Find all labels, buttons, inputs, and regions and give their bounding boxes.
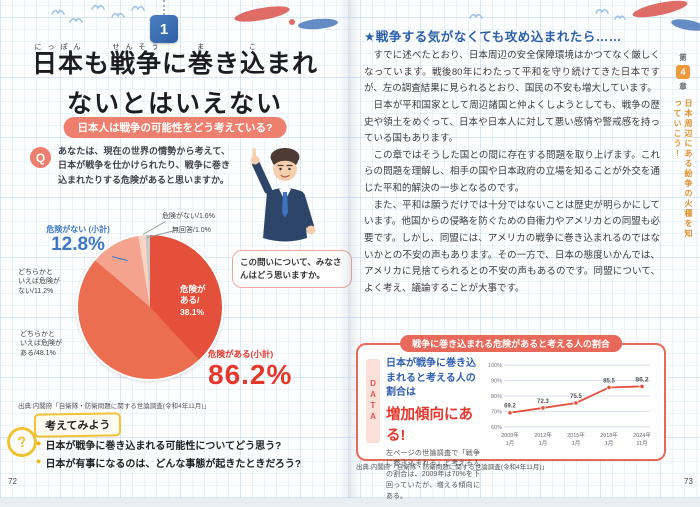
svg-text:1月: 1月 [539,440,548,447]
pie-label-no-danger: 危険がない/1.6% [162,213,215,220]
data-note-text: 左ページの世論調査で「戦争に巻き込まれる」と考える人の割合は、2009年は70%… [386,449,480,500]
subtotal-no-danger: 危険がない (小計) 12.8% [36,224,120,256]
svg-text:86.2: 86.2 [635,376,648,383]
chapter-tab-sho: 章 [679,82,687,91]
paragraph: また、平和は願うだけでは十分ではないことは歴史が明らかにしています。他国からの侵… [364,199,660,294]
pie-label-no-answer: 無回答/1.0% [172,227,211,234]
think-question-1: ● 日本が戦争に巻き込まれる可能性についてどう思う? [36,437,281,452]
paint-splash-blue [671,19,700,31]
chapter-number-badge: 1 [150,15,178,43]
svg-text:1月: 1月 [605,440,614,447]
bird-decoration [111,12,125,18]
paint-splash-red [289,19,295,25]
chapter-tab-title: 日本周辺にある紛争の火種を知っていこう! [673,99,693,239]
svg-text:2018年: 2018年 [600,431,618,439]
pie-label-rather-no-danger: どちらかと いえば危険が ない/11.2% [18,268,82,296]
right-page: ★戦争する気がなくても攻め込まれたら…… すでに述べたとおり、日本周辺の安全保障… [350,0,700,500]
bird-decoration [131,5,145,11]
label-line: どちらかと [20,331,55,338]
chapter-dotted-line [163,0,165,15]
svg-text:60%: 60% [491,425,502,431]
data-callout-box: 戦争に巻き込まれる危険があると考える人の割合 DATA 日本が戦争に巻き込まれる… [356,335,666,500]
trend-chart: 100% 90% 80% 70% 60% 69.2 72.3 75.5 85.5 86.2 2009… [486,357,656,503]
bird-decoration [91,4,105,10]
svg-text:2015年: 2015年 [567,431,585,439]
paint-splash-red [632,0,688,18]
label-line: いえば危険が [20,340,62,348]
presenter-illustration [250,148,316,242]
svg-text:2009年: 2009年 [501,431,519,439]
subtotal-value: 86.2% [208,359,293,390]
question-badge: Q [30,147,51,168]
svg-text:80%: 80% [491,394,502,400]
data-source-note: 出典:内閣府「自衛隊・防衛問題に関する世論調査(令和4年11月)」 [356,464,548,471]
survey-header-pill: 日本人は戦争の可能性をどう考えている? [63,117,287,138]
bullet-dot-icon: ● [36,456,42,466]
svg-text:85.5: 85.5 [603,378,615,384]
page-number-left: 72 [8,477,17,486]
paint-splash-red [234,6,290,22]
svg-text:1月: 1月 [572,440,581,447]
svg-text:2024年: 2024年 [633,431,651,439]
paragraph: 日本が平和国家として周辺諸国と仲よくしようとしても、戦争の歴史や領土をめぐって、… [364,99,660,145]
subtotal-label: 危険がない (小計) [46,225,110,234]
pie-source-note: 出典:内閣府「自衛隊・防衛問題に関する世論調査(令和4年11月)」 [18,403,210,410]
section-heading: ★戦争する気がなくても攻め込まれたら…… [364,30,622,44]
svg-text:1月: 1月 [506,440,515,447]
subtotal-value: 12.8% [51,234,105,255]
survey-question: あなたは、現在の世界の情勢から考えて、日本が戦争を仕かけられたり、戦争に巻き込ま… [58,146,230,185]
data-lead-text: 日本が戦争に巻き込まれると考える人の割合は [386,358,476,398]
bird-decoration [469,13,483,19]
svg-text:2012年: 2012年 [534,431,552,439]
data-side-label: DATA [366,359,380,443]
bird-decoration [51,9,65,15]
label-line: いえば危険が [18,278,60,286]
paragraph: この章ではそうした国との間に存在する問題を取り上げます。これらの問題を理解し、相… [364,149,660,194]
chapter-edge-tab: 第 4 章 日本周辺にある紛争の火種を知っていこう! [672,52,694,241]
bird-decoration [69,17,83,23]
svg-text:100%: 100% [488,363,502,369]
subtotal-danger: 危険がある(小計) 86.2% [208,348,328,391]
bird-decoration [595,8,609,14]
label-line: ある/ [180,295,200,306]
page-title-line1: 日本にっぽんも戦争せんそうに巻まき込こ まれ [31,44,319,78]
left-page: 1 日本にっぽんも戦争せんそうに巻まき込こ まれ ないとはいえない 日本人は戦争の… [0,0,352,498]
page-number-right: 73 [684,477,693,486]
pie-label-rather-danger: どちらかと いえば危険が ある/48.1% [20,330,84,358]
data-emphasis-text: 増加傾向にある! [386,406,473,444]
bird-decoration [614,15,626,20]
body-text: すでに述べたとおり、日本周辺の安全保障環境はかつてなく厳しくなっています。戦後8… [364,48,660,297]
chapter-tab-dai: 第 [679,53,687,62]
bullet-dot-icon: ● [36,438,42,448]
svg-text:11月: 11月 [636,440,647,447]
svg-text:75.5: 75.5 [570,394,582,400]
svg-text:69.2: 69.2 [504,404,516,410]
chapter-tab-number: 4 [676,65,690,79]
think-question-text: 日本が有事になるのは、どんな事態が起きたときだろう? [45,459,301,470]
pie-label-danger: 危険が ある/ 38.1% [180,284,232,318]
paint-splash-blue [298,18,338,30]
paragraph: すでに述べたとおり、日本周辺の安全保障環境はかつてなく厳しくなっています。戦後8… [364,50,660,95]
think-question-text: 日本が戦争に巻き込まれる可能性についてどう思う? [45,441,282,452]
label-line: ある/48.1% [20,349,56,357]
subtotal-label: 危険がある(小計) [208,349,274,359]
war-risk-pie-chart [76,233,224,381]
page-title-line2: ないとはいえない [66,90,283,118]
data-box-header: 戦争に巻き込まれる危険があると考える人の割合 [400,335,622,352]
svg-text:70%: 70% [491,410,502,416]
label-line: 危険が [180,284,206,294]
svg-text:72.3: 72.3 [537,399,549,405]
speech-bubble: この問いについて、みなさんはどう思いますか。 [232,250,352,288]
think-question-2: ● 日本が有事になるのは、どんな事態が起きたときだろう? [36,455,301,470]
svg-text:90%: 90% [491,379,502,385]
label-line: どちらかと [18,269,53,276]
label-line: ない/11.2% [18,287,54,295]
label-line: 38.1% [180,306,205,317]
think-section-label: 考えてみよう [33,412,122,438]
